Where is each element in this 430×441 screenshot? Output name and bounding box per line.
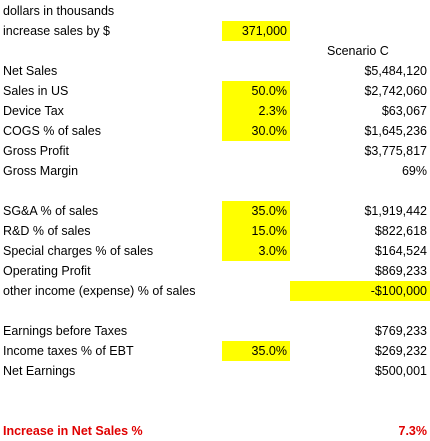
- row-label: R&D % of sales: [3, 224, 91, 238]
- row-label: Sales in US: [3, 84, 69, 98]
- value-cell: $769,233: [374, 324, 427, 338]
- row-label: Gross Margin: [3, 164, 79, 178]
- row-label: SG&A % of sales: [3, 204, 99, 218]
- row-label: Net Sales: [3, 64, 58, 78]
- row-label: Operating Profit: [3, 264, 91, 278]
- value-cell: $869,233: [374, 264, 427, 278]
- value-cell: -$100,000: [290, 281, 430, 301]
- value-cell: $1,919,442: [364, 204, 427, 218]
- row-label: Earnings before Taxes: [3, 324, 128, 338]
- value-cell: $2,742,060: [364, 84, 427, 98]
- value-cell: $500,001: [374, 364, 427, 378]
- input-cell: 50.0%: [222, 81, 290, 101]
- row-label: other income (expense) % of sales: [3, 284, 196, 298]
- units-note: dollars in thousands: [3, 4, 115, 18]
- input-cell: 35.0%: [222, 341, 290, 361]
- increase-input: 371,000: [222, 21, 290, 41]
- input-cell: 35.0%: [222, 201, 290, 221]
- scenario-header: Scenario C: [327, 44, 389, 58]
- value-cell: $1,645,236: [364, 124, 427, 138]
- footer-value: 7.3%: [398, 424, 428, 438]
- value-cell: $63,067: [381, 104, 427, 118]
- row-label: Device Tax: [3, 104, 64, 118]
- row-label: COGS % of sales: [3, 124, 101, 138]
- value-cell: $164,524: [374, 244, 427, 258]
- increase-label: increase sales by $: [3, 24, 111, 38]
- row-label: Special charges % of sales: [3, 244, 154, 258]
- row-label: Net Earnings: [3, 364, 76, 378]
- value-cell: $269,232: [374, 344, 427, 358]
- value-cell: $3,775,817: [364, 144, 427, 158]
- value-cell: $5,484,120: [364, 64, 427, 78]
- input-cell: 2.3%: [222, 101, 290, 121]
- input-cell: 3.0%: [222, 241, 290, 261]
- input-cell: 30.0%: [222, 121, 290, 141]
- row-label: Income taxes % of EBT: [3, 344, 134, 358]
- value-cell: 69%: [401, 164, 427, 178]
- input-cell: 15.0%: [222, 221, 290, 241]
- row-label: Gross Profit: [3, 144, 69, 158]
- value-cell: $822,618: [374, 224, 427, 238]
- footer-label: Increase in Net Sales %: [3, 424, 143, 438]
